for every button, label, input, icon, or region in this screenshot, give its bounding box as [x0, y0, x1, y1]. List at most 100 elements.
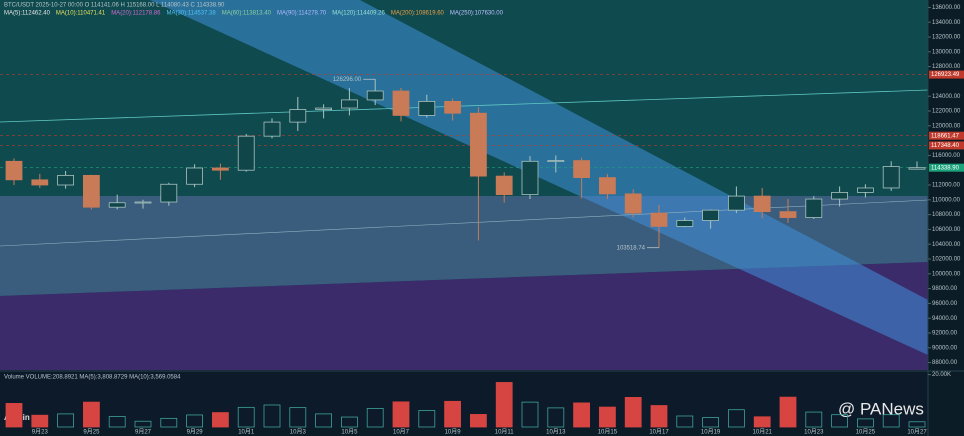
candle-body	[650, 212, 668, 227]
y-tick-label: 106000.00	[932, 227, 961, 233]
candle-body	[857, 187, 874, 193]
candle-body	[547, 160, 565, 162]
y-tick-label: 98000.00	[932, 286, 958, 292]
x-tick-label: 9月29	[187, 429, 204, 436]
x-tick-label: 10月19	[701, 429, 721, 436]
volume-bar	[57, 413, 74, 428]
y-tick-label: 134000.00	[932, 20, 961, 26]
candle-body	[5, 160, 23, 181]
candle-body	[83, 174, 100, 208]
x-tick-label: 10月9	[445, 429, 462, 436]
ma-legend-item: MA(20):112178.86	[111, 11, 161, 17]
volume-tick-label: 20.00K	[932, 372, 951, 378]
volume-bar	[289, 407, 307, 428]
volume-bar	[521, 401, 539, 428]
high-label: 126296.00	[333, 77, 362, 83]
volume-bar	[650, 405, 668, 428]
volume-bar	[469, 414, 487, 428]
volume-bar	[857, 418, 874, 428]
candle-body	[676, 220, 694, 227]
volume-bar	[211, 412, 229, 428]
y-tick-label: 116000.00	[932, 153, 961, 159]
candle-body	[237, 135, 255, 171]
candle-body	[57, 174, 74, 186]
ma-legend-item: MA(90):114278.70	[277, 11, 327, 17]
candle-body	[495, 175, 513, 196]
candle-body	[573, 160, 590, 179]
y-tick-label: 124000.00	[932, 94, 961, 100]
candle-body	[882, 166, 900, 189]
volume-bar	[547, 407, 565, 428]
volume-bar	[676, 415, 694, 428]
y-tick-label: 132000.00	[932, 35, 961, 41]
volume-bar	[753, 416, 771, 428]
x-tick-label: 10月1	[238, 429, 255, 436]
candle-body	[521, 160, 539, 196]
volume-legend: Volume VOLUME:208.8921 MA(5):3,808.8729 …	[4, 375, 181, 381]
volume-bar	[340, 416, 358, 428]
candle-body	[340, 99, 358, 109]
volume-bar	[315, 413, 333, 428]
x-tick-label: 10月27	[907, 429, 927, 436]
price-level-tag	[929, 70, 964, 79]
x-tick-label: 10月15	[598, 429, 618, 436]
volume-bar	[444, 400, 462, 428]
volume-bar	[366, 408, 384, 428]
ma-legend-item: MA(30):114537.38	[166, 11, 216, 17]
zone-lower	[0, 262, 928, 370]
volume-bar	[495, 382, 513, 428]
candle-body	[315, 107, 333, 110]
trend-channel	[150, 0, 928, 355]
candle-body	[211, 167, 229, 171]
y-tick-label: 112000.00	[932, 183, 961, 189]
volume-panel	[0, 372, 928, 428]
volume-bar	[186, 414, 204, 428]
price-level-tag	[929, 141, 964, 150]
x-tick-label: 10月25	[856, 429, 876, 436]
ma-legend-item: MA(200):108619.60	[391, 11, 445, 17]
volume-bar	[418, 410, 436, 428]
candle-body	[469, 112, 487, 177]
y-tick-label: 90000.00	[932, 345, 958, 351]
ma-legend-item: MA(120):114409.26	[332, 11, 385, 17]
price-level-tag	[929, 163, 964, 172]
y-tick-label: 110000.00	[932, 197, 961, 203]
volume-bar	[392, 401, 410, 428]
volume-bar	[83, 401, 100, 428]
candle-body	[366, 90, 384, 101]
candle-body	[134, 201, 152, 204]
y-tick-label: 104000.00	[932, 242, 961, 248]
candle-body	[186, 167, 204, 185]
volume-bar	[831, 414, 848, 428]
volume-bar	[134, 420, 152, 428]
candle-body	[908, 167, 926, 170]
x-tick-label: 10月7	[393, 429, 410, 436]
candle-body	[831, 191, 848, 200]
trend-line	[0, 199, 929, 247]
volume-bar	[5, 403, 23, 428]
volume-bar	[908, 421, 926, 428]
x-tick-label: 10月3	[290, 429, 307, 436]
candle-body	[444, 100, 462, 114]
volume-bar	[160, 417, 178, 428]
y-tick-label: 88000.00	[932, 360, 958, 366]
candle-body	[31, 179, 49, 186]
volume-bar	[728, 409, 745, 428]
price-level-label: 117348.40	[931, 143, 960, 149]
ma-legend-item: MA(5):112462.40	[4, 11, 51, 17]
price-level-label: 126923.49	[931, 72, 960, 78]
candle-body	[418, 100, 436, 116]
candle-body	[160, 183, 178, 203]
y-tick-label: 130000.00	[932, 49, 961, 55]
candle-body	[599, 177, 616, 195]
x-tick-label: 9月25	[83, 429, 100, 436]
chart-title: BTC/USDT 2025-10-27 00:00 O 114141.06 H …	[4, 3, 225, 9]
x-tick-label: 10月23	[804, 429, 824, 436]
ma-legend-item: MA(10):110471.41	[56, 11, 106, 17]
volume-bar	[805, 411, 823, 428]
brand-logo: @ PANews	[838, 399, 924, 418]
x-tick-label: 10月21	[753, 429, 773, 436]
price-level-label: 118661.47	[931, 133, 960, 139]
y-tick-label: 120000.00	[932, 123, 961, 129]
